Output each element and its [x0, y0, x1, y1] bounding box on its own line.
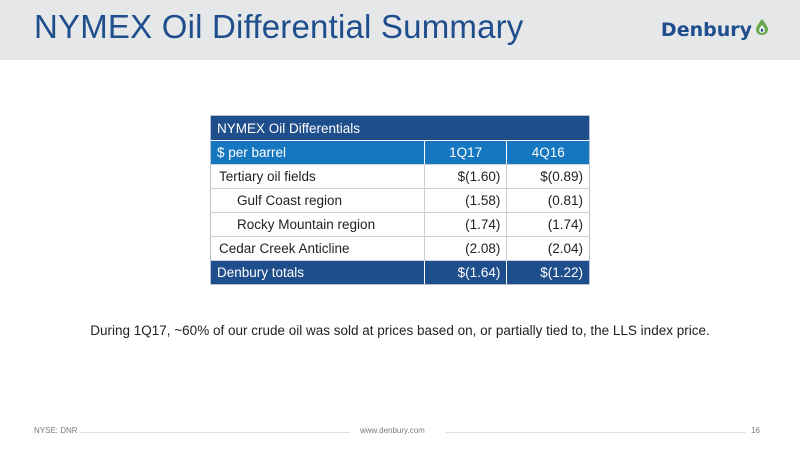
header-4q16: 4Q16	[506, 141, 589, 164]
footer-divider-left	[80, 432, 350, 433]
total-value-4q16: $(1.22)	[506, 261, 589, 284]
table-row: Cedar Creek Anticline (2.08) (2.04)	[211, 236, 589, 260]
row-value-1q17: (1.58)	[423, 189, 507, 212]
website-label: www.denbury.com	[360, 426, 425, 435]
row-value-4q16: (1.74)	[506, 213, 589, 236]
company-logo: Denbury	[661, 16, 770, 44]
table-title: NYMEX Oil Differentials	[217, 120, 361, 136]
page-number: 16	[751, 426, 760, 435]
row-value-4q16: $(0.89)	[506, 165, 589, 188]
header-units: $ per barrel	[217, 145, 287, 160]
table-row: Rocky Mountain region (1.74) (1.74)	[211, 212, 589, 236]
row-value-1q17: $(1.60)	[423, 165, 507, 188]
slide-title: NYMEX Oil Differential Summary	[34, 8, 524, 45]
oil-differentials-table: NYMEX Oil Differentials $ per barrel 1Q1…	[210, 115, 590, 285]
total-value-1q17: $(1.64)	[423, 261, 507, 284]
table-row: Gulf Coast region (1.58) (0.81)	[211, 188, 589, 212]
row-label: Cedar Creek Anticline	[219, 241, 350, 256]
table-row: Tertiary oil fields $(1.60) $(0.89)	[211, 164, 589, 188]
logo-wordmark: Denbury	[660, 19, 752, 41]
row-label: Rocky Mountain region	[237, 217, 376, 232]
table-header-row: $ per barrel 1Q17 4Q16	[211, 140, 589, 164]
table-total-row: Denbury totals $(1.64) $(1.22)	[211, 260, 589, 284]
table-title-row: NYMEX Oil Differentials	[211, 116, 589, 140]
slide-header: NYMEX Oil Differential Summary Denbury	[0, 0, 800, 60]
total-label: Denbury totals	[217, 265, 305, 280]
row-value-4q16: (0.81)	[506, 189, 589, 212]
row-value-4q16: (2.04)	[506, 237, 589, 260]
ticker-label: NYSE: DNR	[34, 426, 78, 435]
slide-footer: NYSE: DNR www.denbury.com 16	[0, 426, 800, 440]
lls-pricing-note: During 1Q17, ~60% of our crude oil was s…	[90, 323, 710, 338]
row-label: Gulf Coast region	[237, 193, 343, 208]
row-value-1q17: (2.08)	[423, 237, 507, 260]
row-value-1q17: (1.74)	[423, 213, 507, 236]
row-label: Tertiary oil fields	[219, 169, 316, 184]
footer-divider-right	[446, 432, 746, 433]
header-1q17: 1Q17	[423, 141, 507, 164]
oil-drop-icon	[756, 19, 768, 35]
